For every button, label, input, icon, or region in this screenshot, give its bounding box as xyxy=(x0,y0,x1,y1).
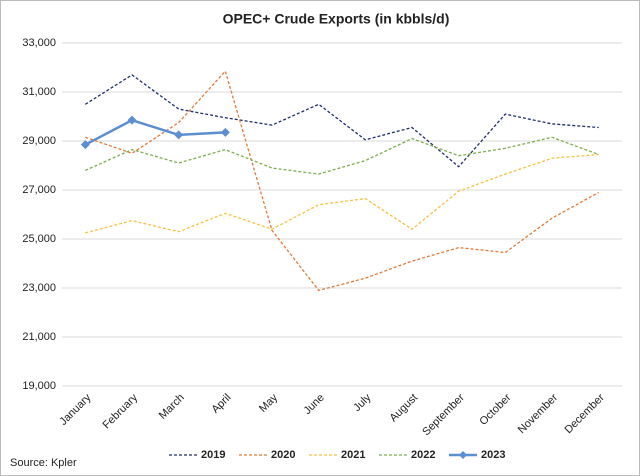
series-line xyxy=(85,136,599,175)
y-tick-label: 27,000 xyxy=(22,184,56,196)
legend-label: 2020 xyxy=(271,449,295,461)
series-marker xyxy=(80,140,90,150)
legend-label: 2019 xyxy=(201,449,225,461)
source-note: Source: Kpler xyxy=(10,457,77,469)
series-line xyxy=(85,153,599,234)
legend-label: 2021 xyxy=(341,449,365,461)
y-tick-label: 29,000 xyxy=(22,135,56,147)
series-line xyxy=(84,118,226,146)
y-tick-label: 21,000 xyxy=(22,331,56,343)
series-marker xyxy=(220,127,230,137)
legend-marker xyxy=(459,451,467,459)
y-tick-label: 23,000 xyxy=(22,282,56,294)
y-tick-label: 31,000 xyxy=(22,86,56,98)
y-tick-label: 33,000 xyxy=(22,37,56,49)
legend-label: 2022 xyxy=(411,449,435,461)
series-marker xyxy=(127,115,137,125)
series-line xyxy=(85,69,600,292)
legend-label: 2023 xyxy=(481,449,505,461)
y-tick-label: 25,000 xyxy=(22,233,56,245)
series-marker xyxy=(174,130,184,140)
y-tick-label: 19,000 xyxy=(22,380,56,392)
chart-title: OPEC+ Crude Exports (in kbbls/d) xyxy=(223,11,450,27)
